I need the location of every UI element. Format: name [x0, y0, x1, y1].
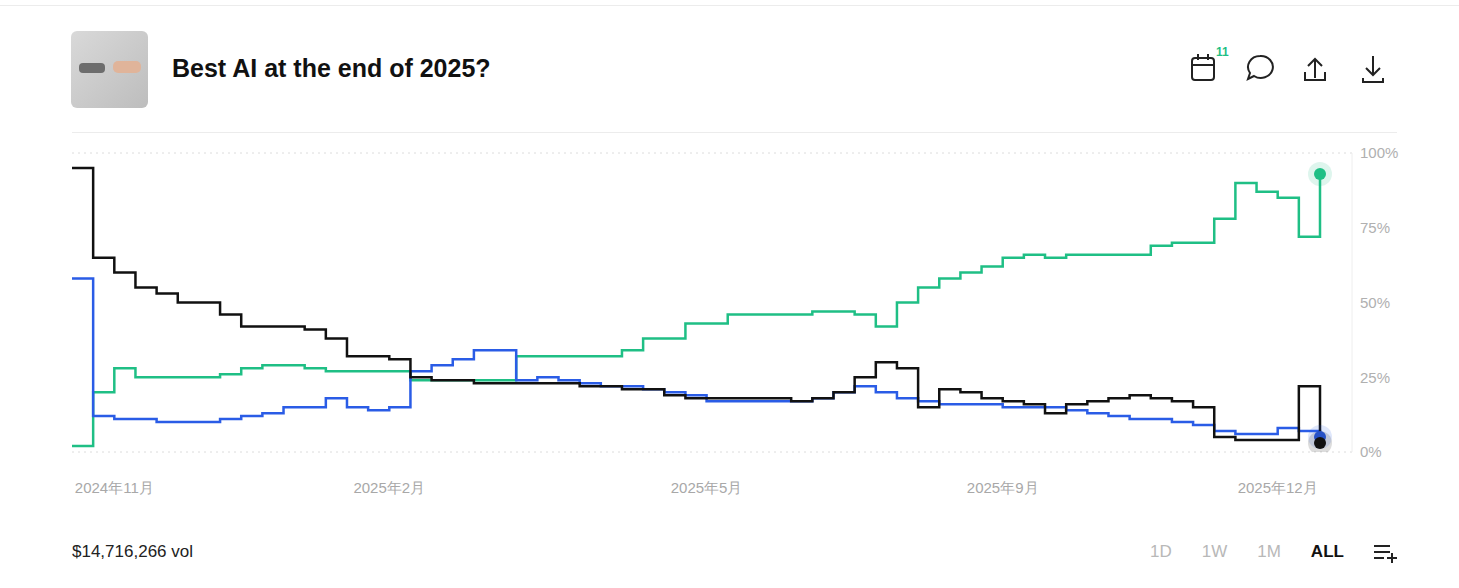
svg-text:2025年9月: 2025年9月: [967, 479, 1039, 496]
svg-text:2024年11月: 2024年11月: [75, 479, 154, 496]
html-text:Best AI at the end of 2025?: Best AI at the end of 2025?: [172, 54, 491, 82]
html-text:1D: 1D: [1150, 542, 1172, 561]
svg-text:0%: 0%: [1360, 443, 1382, 460]
svg-text:2025年12月: 2025年12月: [1238, 479, 1318, 496]
svg-text:75%: 75%: [1360, 219, 1390, 236]
svg-text:11: 11: [1216, 45, 1229, 59]
html-text:1W: 1W: [1201, 542, 1228, 561]
html-text:ALL: ALL: [1310, 542, 1344, 561]
svg-text:25%: 25%: [1360, 369, 1390, 386]
svg-text:2025年2月: 2025年2月: [353, 479, 425, 496]
svg-text:100%: 100%: [1360, 144, 1398, 161]
svg-text:2025年5月: 2025年5月: [671, 479, 743, 496]
svg-text:50%: 50%: [1360, 294, 1390, 311]
html-text:$14,716,266 vol: $14,716,266 vol: [72, 542, 193, 561]
html-text:1M: 1M: [1257, 542, 1281, 561]
